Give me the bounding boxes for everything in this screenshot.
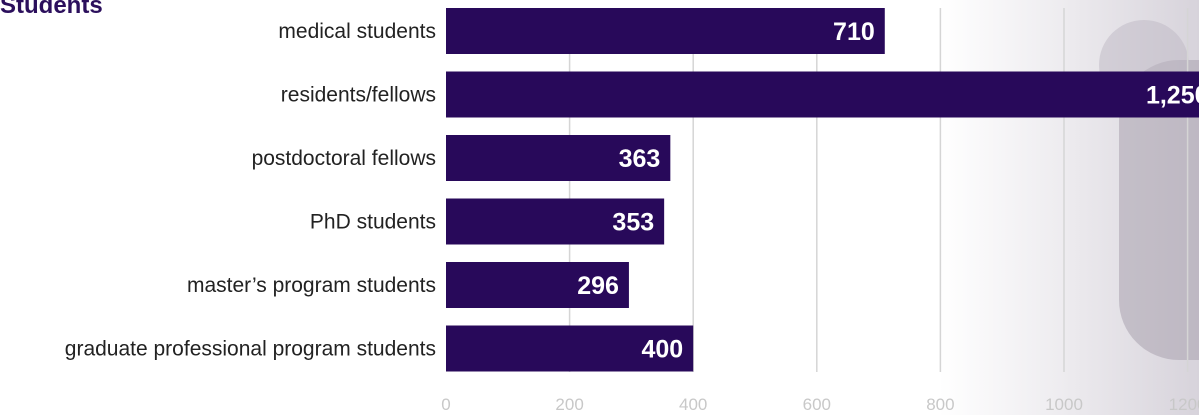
category-label: medical students [278, 20, 436, 43]
x-tick-label: 200 [555, 395, 583, 414]
bar [446, 71, 1199, 118]
bar-value-label: 296 [577, 272, 619, 300]
bars: 710 1,250 363 353 296 400 [446, 8, 1199, 372]
chart-title: Students [0, 0, 103, 19]
bar [446, 8, 885, 54]
bar [446, 262, 629, 308]
bar-value-label: 363 [619, 145, 661, 173]
category-label: residents/fellows [281, 84, 436, 107]
bar-value-label: 353 [612, 209, 654, 237]
x-tick-label: 1000 [1045, 395, 1083, 414]
x-axis-ticks: 0 200 400 600 800 1000 1200 [441, 395, 1199, 414]
category-labels: medical students residents/fellows postdoc… [65, 20, 436, 361]
bar [446, 135, 671, 181]
x-tick-label: 0 [441, 395, 450, 414]
bar-value-label: 400 [641, 336, 683, 364]
category-label: graduate professional program students [65, 338, 436, 361]
x-tick-label: 1200 [1169, 395, 1199, 414]
category-label: PhD students [310, 211, 436, 234]
bar [446, 198, 665, 245]
grid-lines [568, 8, 1189, 372]
x-tick-label: 800 [926, 395, 954, 414]
x-tick-label: 400 [679, 395, 707, 414]
x-tick-label: 600 [803, 395, 831, 414]
bar-value-label: 710 [833, 18, 875, 46]
category-label: master’s program students [187, 274, 436, 297]
bar [446, 325, 694, 372]
category-label: postdoctoral fellows [252, 147, 436, 170]
bar-value-label: 1,250 [1146, 82, 1199, 110]
